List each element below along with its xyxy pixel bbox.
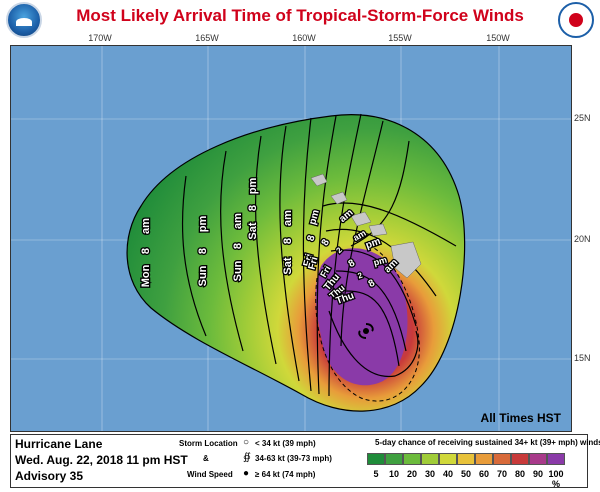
colorbar-swatch — [385, 453, 403, 465]
colorbar-tick-label: 10 — [388, 469, 399, 479]
colorbar-title: 5-day chance of receiving sustained 34+ … — [375, 438, 600, 447]
colorbar-tick-label: 40 — [442, 469, 453, 479]
colorbar-tick-label: 80 — [514, 469, 525, 479]
longitude-label: 170W — [88, 33, 112, 43]
circle-outline-icon: ○ — [243, 437, 250, 448]
colorbar-swatch — [457, 453, 475, 465]
legend-item-label: < 34 kt (39 mph) — [255, 439, 316, 448]
time-label: am — [232, 213, 244, 229]
uncertainty-cone — [315, 245, 420, 402]
latitude-label: 20N — [574, 234, 591, 244]
time-label: Mon — [140, 264, 152, 287]
storm-location-label: Storm Location — [179, 439, 238, 448]
time-label: Fri — [302, 253, 316, 268]
colorbar-tick-label: 100 % — [548, 469, 564, 489]
time-label: Sat — [247, 222, 259, 239]
colorbar-tick-label: 30 — [424, 469, 435, 479]
map-area: Mon 8 am Sun 8 pm Sun 8 am Sat 8 pm Sat 8 am Fri 8 pm Fri 8… — [10, 45, 572, 432]
time-label: pm — [364, 236, 382, 252]
advisory-number: Advisory 35 — [15, 469, 84, 483]
latitude-label: 15N — [574, 353, 591, 363]
time-label: Fri — [307, 256, 321, 271]
time-label: Sat — [282, 257, 294, 274]
hurricane-icon: ● — [243, 468, 250, 479]
longitude-label: 155W — [388, 33, 412, 43]
noaa-logo-icon — [6, 2, 42, 38]
hawaiian-islands — [310, 173, 422, 279]
time-label: Sun — [197, 265, 209, 286]
time-label: 8 — [282, 238, 294, 244]
legend-panel: Hurricane Lane Wed. Aug. 22, 2018 11 pm … — [10, 434, 600, 489]
time-label: am — [140, 218, 152, 234]
colorbar-swatch — [511, 453, 529, 465]
longitude-label: 165W — [195, 33, 219, 43]
colorbar-tick-label: 90 — [532, 469, 543, 479]
colorbar-swatch — [529, 453, 547, 465]
time-label: 2 — [357, 270, 365, 280]
colorbar-swatch — [403, 453, 421, 465]
map-title: Most Likely Arrival Time of Tropical-Sto… — [76, 6, 524, 25]
longitude-label: 160W — [292, 33, 316, 43]
longitude-label: 150W — [486, 33, 510, 43]
time-label: am — [282, 210, 294, 226]
nws-logo-icon — [558, 2, 594, 38]
latitude-label: 25N — [574, 113, 591, 123]
wind-probability-map: Mon8amSun8pmSun8amSat8pmSat8amFri8pmFri8… — [11, 46, 571, 431]
tropical-storm-icon: ∯ — [243, 452, 251, 463]
colorbar-tick-label: 50 — [460, 469, 471, 479]
time-label: 8 — [140, 248, 152, 254]
time-label: pm — [247, 178, 259, 195]
wind-speed-label: Wind Speed — [187, 470, 233, 479]
advisory-time: Wed. Aug. 22, 2018 11 pm HST — [15, 453, 188, 467]
time-label: pm — [197, 216, 209, 233]
legend-item-label: ≥ 64 kt (74 mph) — [255, 470, 316, 479]
colorbar-tick-label: 5 — [373, 469, 379, 479]
colorbar-swatch — [421, 453, 439, 465]
time-label: 8 — [247, 205, 259, 211]
time-label: pm — [307, 209, 322, 226]
colorbar-swatch — [547, 453, 565, 465]
colorbar-swatch — [493, 453, 511, 465]
time-label: 8 — [197, 248, 209, 254]
time-label: 8 — [232, 243, 244, 249]
legend-item-label: 34-63 kt (39-73 mph) — [255, 454, 332, 463]
colorbar-swatch — [439, 453, 457, 465]
time-label: Sun — [232, 260, 244, 281]
colorbar-tick-label: 60 — [478, 469, 489, 479]
storm-location-marker — [358, 323, 374, 339]
time-zone-note: All Times HST — [480, 411, 561, 425]
storm-name: Hurricane Lane — [15, 437, 103, 451]
colorbar-tick-label: 70 — [496, 469, 507, 479]
colorbar-swatch — [475, 453, 493, 465]
time-label: pm — [372, 255, 388, 268]
legend-ampersand: & — [203, 454, 209, 463]
colorbar-tick-label: 20 — [406, 469, 417, 479]
time-label: 8 — [306, 234, 318, 243]
time-contours — [126, 113, 466, 412]
colorbar-swatch — [367, 453, 385, 465]
